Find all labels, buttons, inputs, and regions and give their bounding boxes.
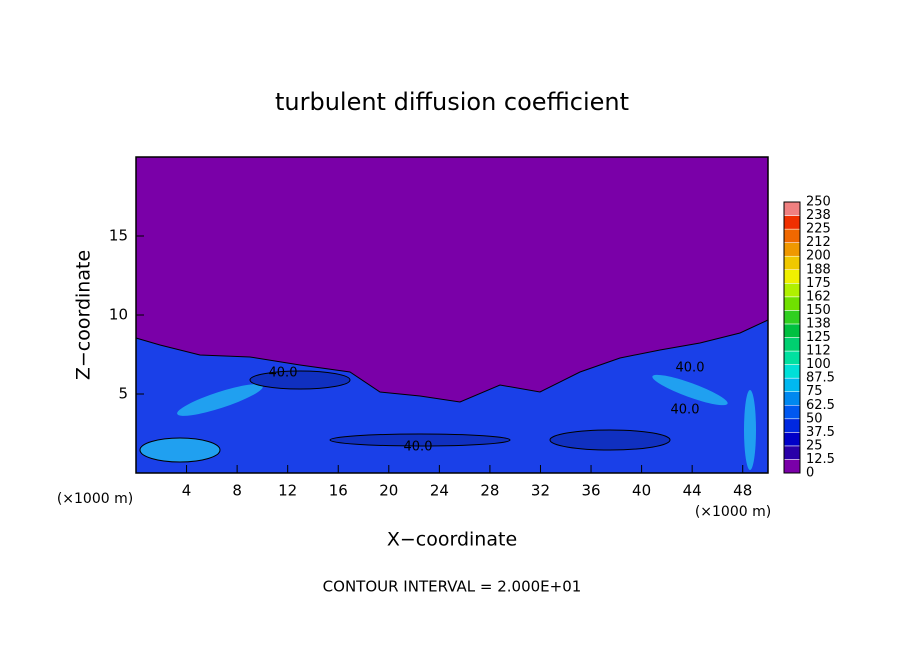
colorbar-label: 37.5 xyxy=(806,425,835,440)
x-tick-label: 32 xyxy=(531,482,550,500)
y-tick-label: 15 xyxy=(109,227,128,245)
field-blob xyxy=(329,433,511,447)
colorbar-segment xyxy=(783,201,801,216)
colorbar-label: 162 xyxy=(806,289,831,304)
colorbar-segment xyxy=(783,255,801,271)
x-axis-label: X−coordinate xyxy=(387,529,517,551)
colorbar-segment xyxy=(783,364,801,379)
chart-title: turbulent diffusion coefficient xyxy=(275,88,629,116)
contour-label: 40.0 xyxy=(671,403,700,418)
colorbar-segment xyxy=(783,337,801,352)
colorbar-segment xyxy=(783,228,801,243)
x-tick-label: 44 xyxy=(683,482,702,500)
field-blob xyxy=(177,384,263,416)
x-tick-label: 48 xyxy=(733,482,752,500)
colorbar-segment xyxy=(783,418,801,433)
x-tick-label: 40 xyxy=(632,482,651,500)
field-blob xyxy=(549,429,671,451)
contour-label: 40.0 xyxy=(269,366,298,381)
colorbar-segment xyxy=(783,310,801,325)
x-tick-label: 8 xyxy=(232,482,242,500)
colorbar-label: 175 xyxy=(806,276,831,291)
field-blob xyxy=(744,390,756,470)
colorbar-label: 25 xyxy=(806,438,823,453)
colorbar-segment xyxy=(783,405,801,420)
colorbar-label: 62.5 xyxy=(806,398,835,413)
colorbar-label: 0 xyxy=(806,466,814,481)
colorbar-label: 75 xyxy=(806,384,823,399)
x-tick-label: 36 xyxy=(581,482,600,500)
colorbar-segment xyxy=(783,459,801,474)
colorbar-label: 150 xyxy=(806,303,831,318)
colorbar-segment xyxy=(783,445,801,460)
y-unit-label: (×1000 m) xyxy=(57,491,133,507)
y-tick-label: 10 xyxy=(109,306,128,324)
contour-label: 40.0 xyxy=(676,361,705,376)
colorbar-segment xyxy=(783,296,801,311)
x-tick-label: 12 xyxy=(278,482,297,500)
colorbar-segment xyxy=(783,432,801,447)
colorbar-label: 112 xyxy=(806,344,831,359)
colorbar-label: 188 xyxy=(806,262,831,277)
colorbar-segment xyxy=(783,323,801,338)
colorbar-label: 225 xyxy=(806,222,831,237)
colorbar-label: 250 xyxy=(806,195,831,210)
colorbar-label: 125 xyxy=(806,330,831,345)
y-tick-label: 5 xyxy=(118,385,128,403)
field-blob xyxy=(139,437,221,463)
x-tick-label: 4 xyxy=(182,482,192,500)
x-tick-label: 16 xyxy=(329,482,348,500)
contour-label: 40.0 xyxy=(404,440,433,455)
colorbar-frame xyxy=(783,201,801,474)
colorbar-label: 100 xyxy=(806,357,831,372)
colorbar-segment xyxy=(783,269,801,284)
colorbar-segment xyxy=(783,350,801,365)
footnote: CONTOUR INTERVAL = 2.000E+01 xyxy=(323,578,582,596)
field-blob xyxy=(652,374,728,406)
contour-line xyxy=(135,319,769,403)
colorbar-segment xyxy=(783,215,801,230)
y-axis-label: Z−coordinate xyxy=(73,250,95,380)
x-tick-label: 24 xyxy=(430,482,449,500)
colorbar-label: 238 xyxy=(806,208,831,223)
colorbar-segment xyxy=(783,377,801,392)
colorbar-segment xyxy=(783,391,801,406)
colorbar-label: 212 xyxy=(806,235,831,250)
colorbar-label: 12.5 xyxy=(806,452,835,467)
x-tick-label: 28 xyxy=(480,482,499,500)
field-blob xyxy=(249,370,351,390)
colorbar-label: 50 xyxy=(806,411,823,426)
x-unit-label: (×1000 m) xyxy=(695,504,771,520)
colorbar-segment xyxy=(783,242,801,257)
colorbar-label: 138 xyxy=(806,316,831,331)
x-tick-label: 20 xyxy=(379,482,398,500)
colorbar-segment xyxy=(783,283,801,298)
colorbar-label: 87.5 xyxy=(806,371,835,386)
colorbar-label: 200 xyxy=(806,249,831,264)
